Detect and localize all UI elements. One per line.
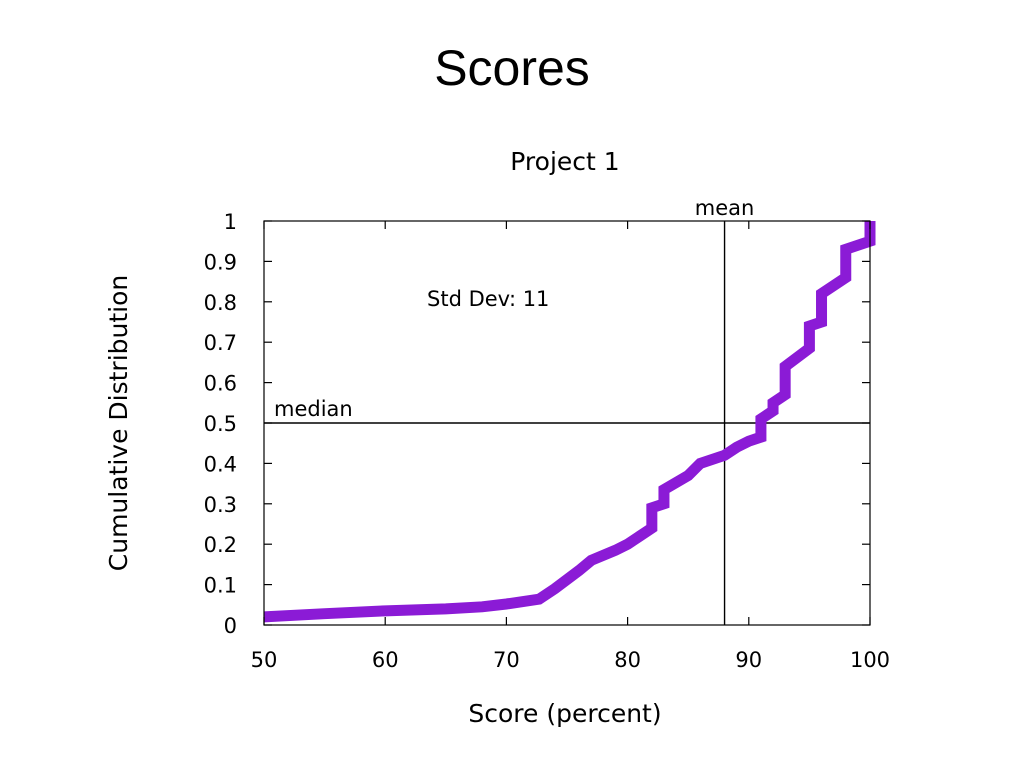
x-tick-label: 50: [251, 648, 278, 672]
x-axis-title: Score (percent): [468, 699, 661, 728]
x-tick-label: 90: [735, 648, 762, 672]
y-tick-label: 1: [224, 210, 237, 234]
y-tick-label: 0.5: [204, 412, 237, 436]
y-tick-label: 0.9: [204, 250, 237, 274]
x-tick-label: 80: [614, 648, 641, 672]
y-axis-title: Cumulative Distribution: [104, 275, 133, 571]
y-tick-label: 0.7: [204, 331, 237, 355]
y-tick-label: 0.4: [204, 452, 237, 476]
y-tick-label: 0.2: [204, 533, 237, 557]
y-tick-label: 0: [224, 614, 237, 638]
x-tick-label: 70: [493, 648, 520, 672]
chart-title: Project 1: [510, 147, 619, 176]
y-tick-label: 0.3: [204, 493, 237, 517]
median-label: median: [274, 397, 353, 421]
slide-title: Scores: [434, 40, 590, 96]
std-dev-annotation: Std Dev: 11: [427, 287, 549, 311]
x-tick-label: 100: [850, 648, 890, 672]
cdf-series-line-0: [263, 221, 876, 623]
y-tick-label: 0.1: [204, 574, 237, 598]
y-tick-label: 0.8: [204, 291, 237, 315]
y-tick-label: 0.6: [204, 372, 237, 396]
mean-label: mean: [695, 196, 755, 220]
x-tick-label: 60: [372, 648, 399, 672]
